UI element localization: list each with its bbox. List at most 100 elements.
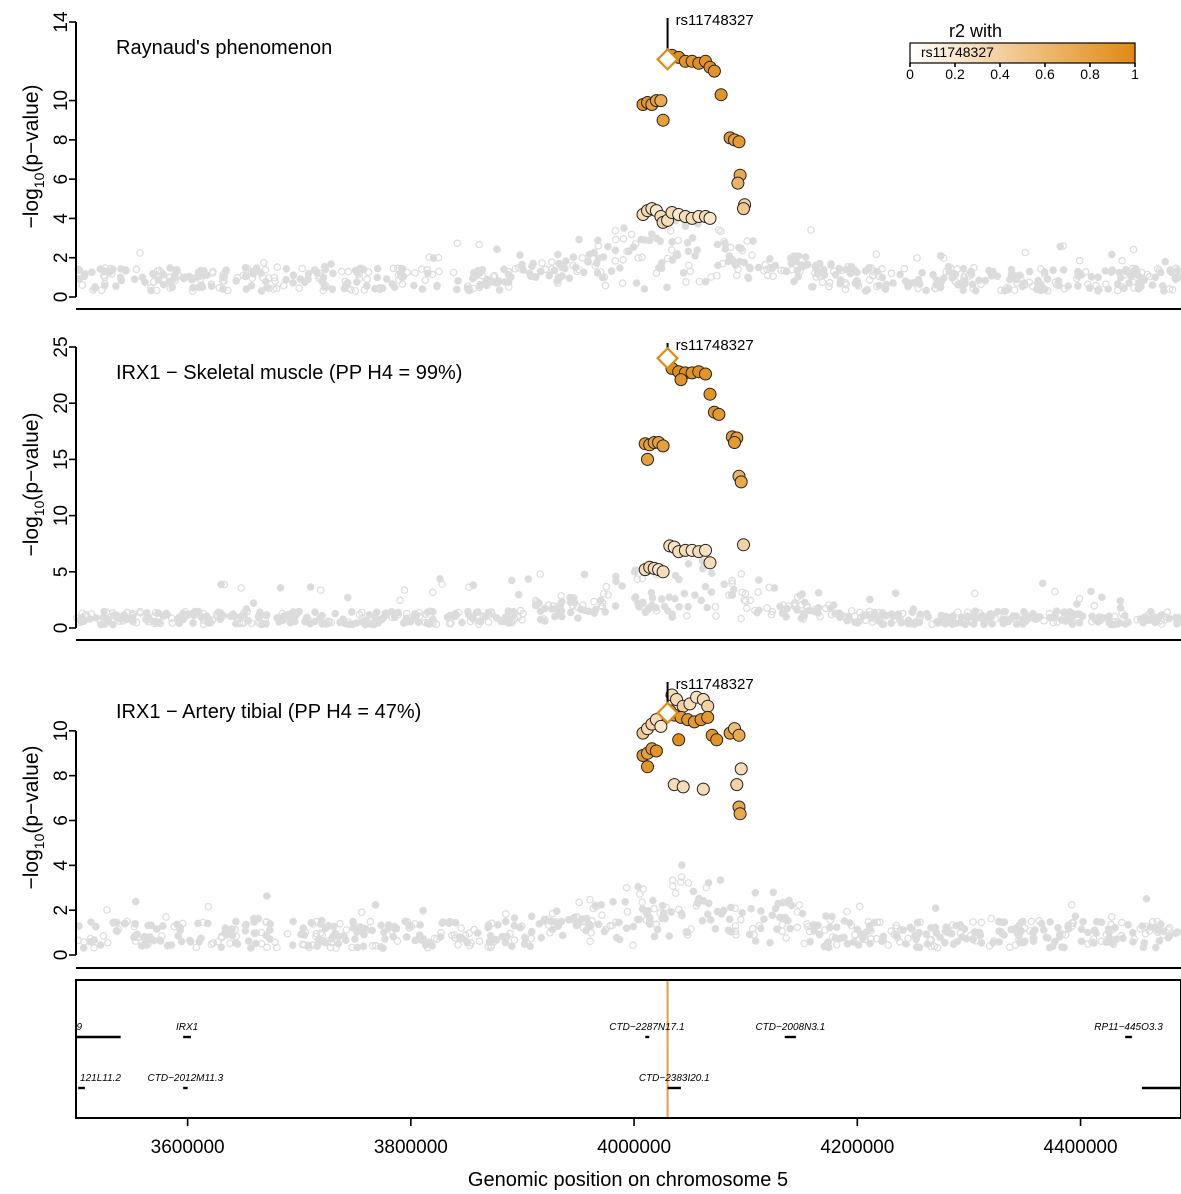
background-point bbox=[1113, 286, 1122, 295]
background-point bbox=[1001, 607, 1010, 616]
background-point bbox=[323, 620, 331, 628]
background-point bbox=[970, 928, 979, 936]
background-point bbox=[684, 559, 693, 568]
background-point bbox=[751, 937, 760, 945]
background-point bbox=[313, 942, 321, 951]
background-point bbox=[371, 613, 380, 621]
background-point bbox=[1140, 938, 1149, 947]
background-point bbox=[540, 917, 549, 925]
background-point bbox=[725, 915, 734, 924]
background-point bbox=[489, 272, 498, 281]
background-point bbox=[364, 268, 373, 277]
background-point bbox=[976, 931, 985, 939]
background-point bbox=[249, 599, 258, 608]
background-point bbox=[1148, 281, 1157, 289]
background-point bbox=[493, 245, 501, 254]
background-point bbox=[1027, 917, 1036, 926]
background-point bbox=[695, 894, 703, 903]
background-point bbox=[1044, 934, 1052, 942]
background-point bbox=[1088, 612, 1096, 621]
background-point bbox=[755, 921, 764, 930]
background-point bbox=[366, 620, 375, 628]
background-point bbox=[1049, 266, 1057, 275]
background-point bbox=[228, 925, 236, 933]
x-tick-label: 4000000 bbox=[597, 1137, 671, 1158]
background-point bbox=[358, 614, 367, 623]
background-point bbox=[657, 595, 666, 603]
background-point bbox=[998, 616, 1007, 625]
background-point bbox=[711, 602, 720, 611]
background-point bbox=[698, 916, 707, 925]
background-point bbox=[689, 887, 698, 896]
background-point bbox=[840, 933, 848, 942]
background-point bbox=[987, 914, 996, 923]
background-point bbox=[889, 279, 897, 287]
y-tick-label: 6 bbox=[51, 815, 72, 826]
background-point bbox=[271, 277, 279, 286]
background-point bbox=[449, 268, 458, 277]
background-point bbox=[740, 258, 749, 267]
background-point bbox=[162, 913, 170, 921]
background-point bbox=[244, 937, 253, 945]
background-point bbox=[174, 932, 183, 940]
background-point bbox=[863, 286, 872, 294]
background-point bbox=[320, 262, 329, 271]
background-point bbox=[113, 927, 121, 936]
ld-point bbox=[701, 710, 715, 724]
background-point bbox=[149, 277, 158, 286]
background-point bbox=[904, 616, 913, 625]
y-tick-label: 8 bbox=[51, 770, 72, 781]
background-point bbox=[181, 607, 189, 616]
background-point bbox=[284, 610, 293, 619]
ld-point bbox=[649, 744, 663, 758]
background-point bbox=[1166, 267, 1174, 275]
background-point bbox=[1020, 279, 1029, 287]
background-point bbox=[1038, 579, 1047, 588]
background-point bbox=[873, 613, 882, 621]
background-point bbox=[360, 930, 368, 939]
background-point bbox=[884, 941, 893, 949]
ld-point bbox=[701, 699, 715, 713]
background-point bbox=[597, 601, 606, 610]
background-point bbox=[682, 278, 690, 286]
background-point bbox=[454, 277, 462, 285]
background-point bbox=[815, 930, 824, 939]
background-point bbox=[423, 269, 432, 278]
y-tick-label: 2 bbox=[51, 905, 72, 916]
background-point bbox=[469, 581, 478, 590]
background-point bbox=[528, 262, 536, 271]
background-point bbox=[97, 286, 106, 295]
background-point bbox=[100, 607, 108, 616]
background-point bbox=[316, 613, 324, 622]
background-point bbox=[1137, 282, 1145, 291]
background-point bbox=[343, 593, 352, 602]
y-tick-label: 2 bbox=[51, 252, 72, 263]
background-point bbox=[810, 607, 819, 616]
x-tick-label: 4200000 bbox=[820, 1137, 894, 1158]
background-point bbox=[177, 937, 186, 946]
background-point bbox=[878, 273, 887, 282]
background-point bbox=[1077, 937, 1086, 946]
background-point bbox=[197, 281, 206, 290]
background-point bbox=[642, 916, 651, 924]
background-point bbox=[987, 612, 996, 621]
background-point bbox=[969, 619, 978, 628]
background-point bbox=[623, 907, 632, 916]
background-point bbox=[719, 906, 728, 915]
y-tick-label: 0 bbox=[51, 950, 72, 961]
background-point bbox=[629, 941, 637, 950]
background-point bbox=[1037, 919, 1046, 928]
background-point bbox=[783, 916, 791, 924]
background-point bbox=[569, 253, 578, 262]
background-point bbox=[929, 270, 937, 279]
ld-point bbox=[734, 475, 748, 489]
background-point bbox=[548, 925, 557, 934]
y-label-suffix: (p−value) bbox=[20, 84, 43, 172]
background-point bbox=[363, 275, 371, 284]
background-point bbox=[913, 918, 922, 927]
background-point bbox=[668, 256, 677, 264]
background-point bbox=[1122, 267, 1131, 276]
background-point bbox=[663, 606, 672, 615]
panel-3: rs11748327 IRX1 − Artery tibial (PP H4 = … bbox=[20, 676, 1181, 969]
